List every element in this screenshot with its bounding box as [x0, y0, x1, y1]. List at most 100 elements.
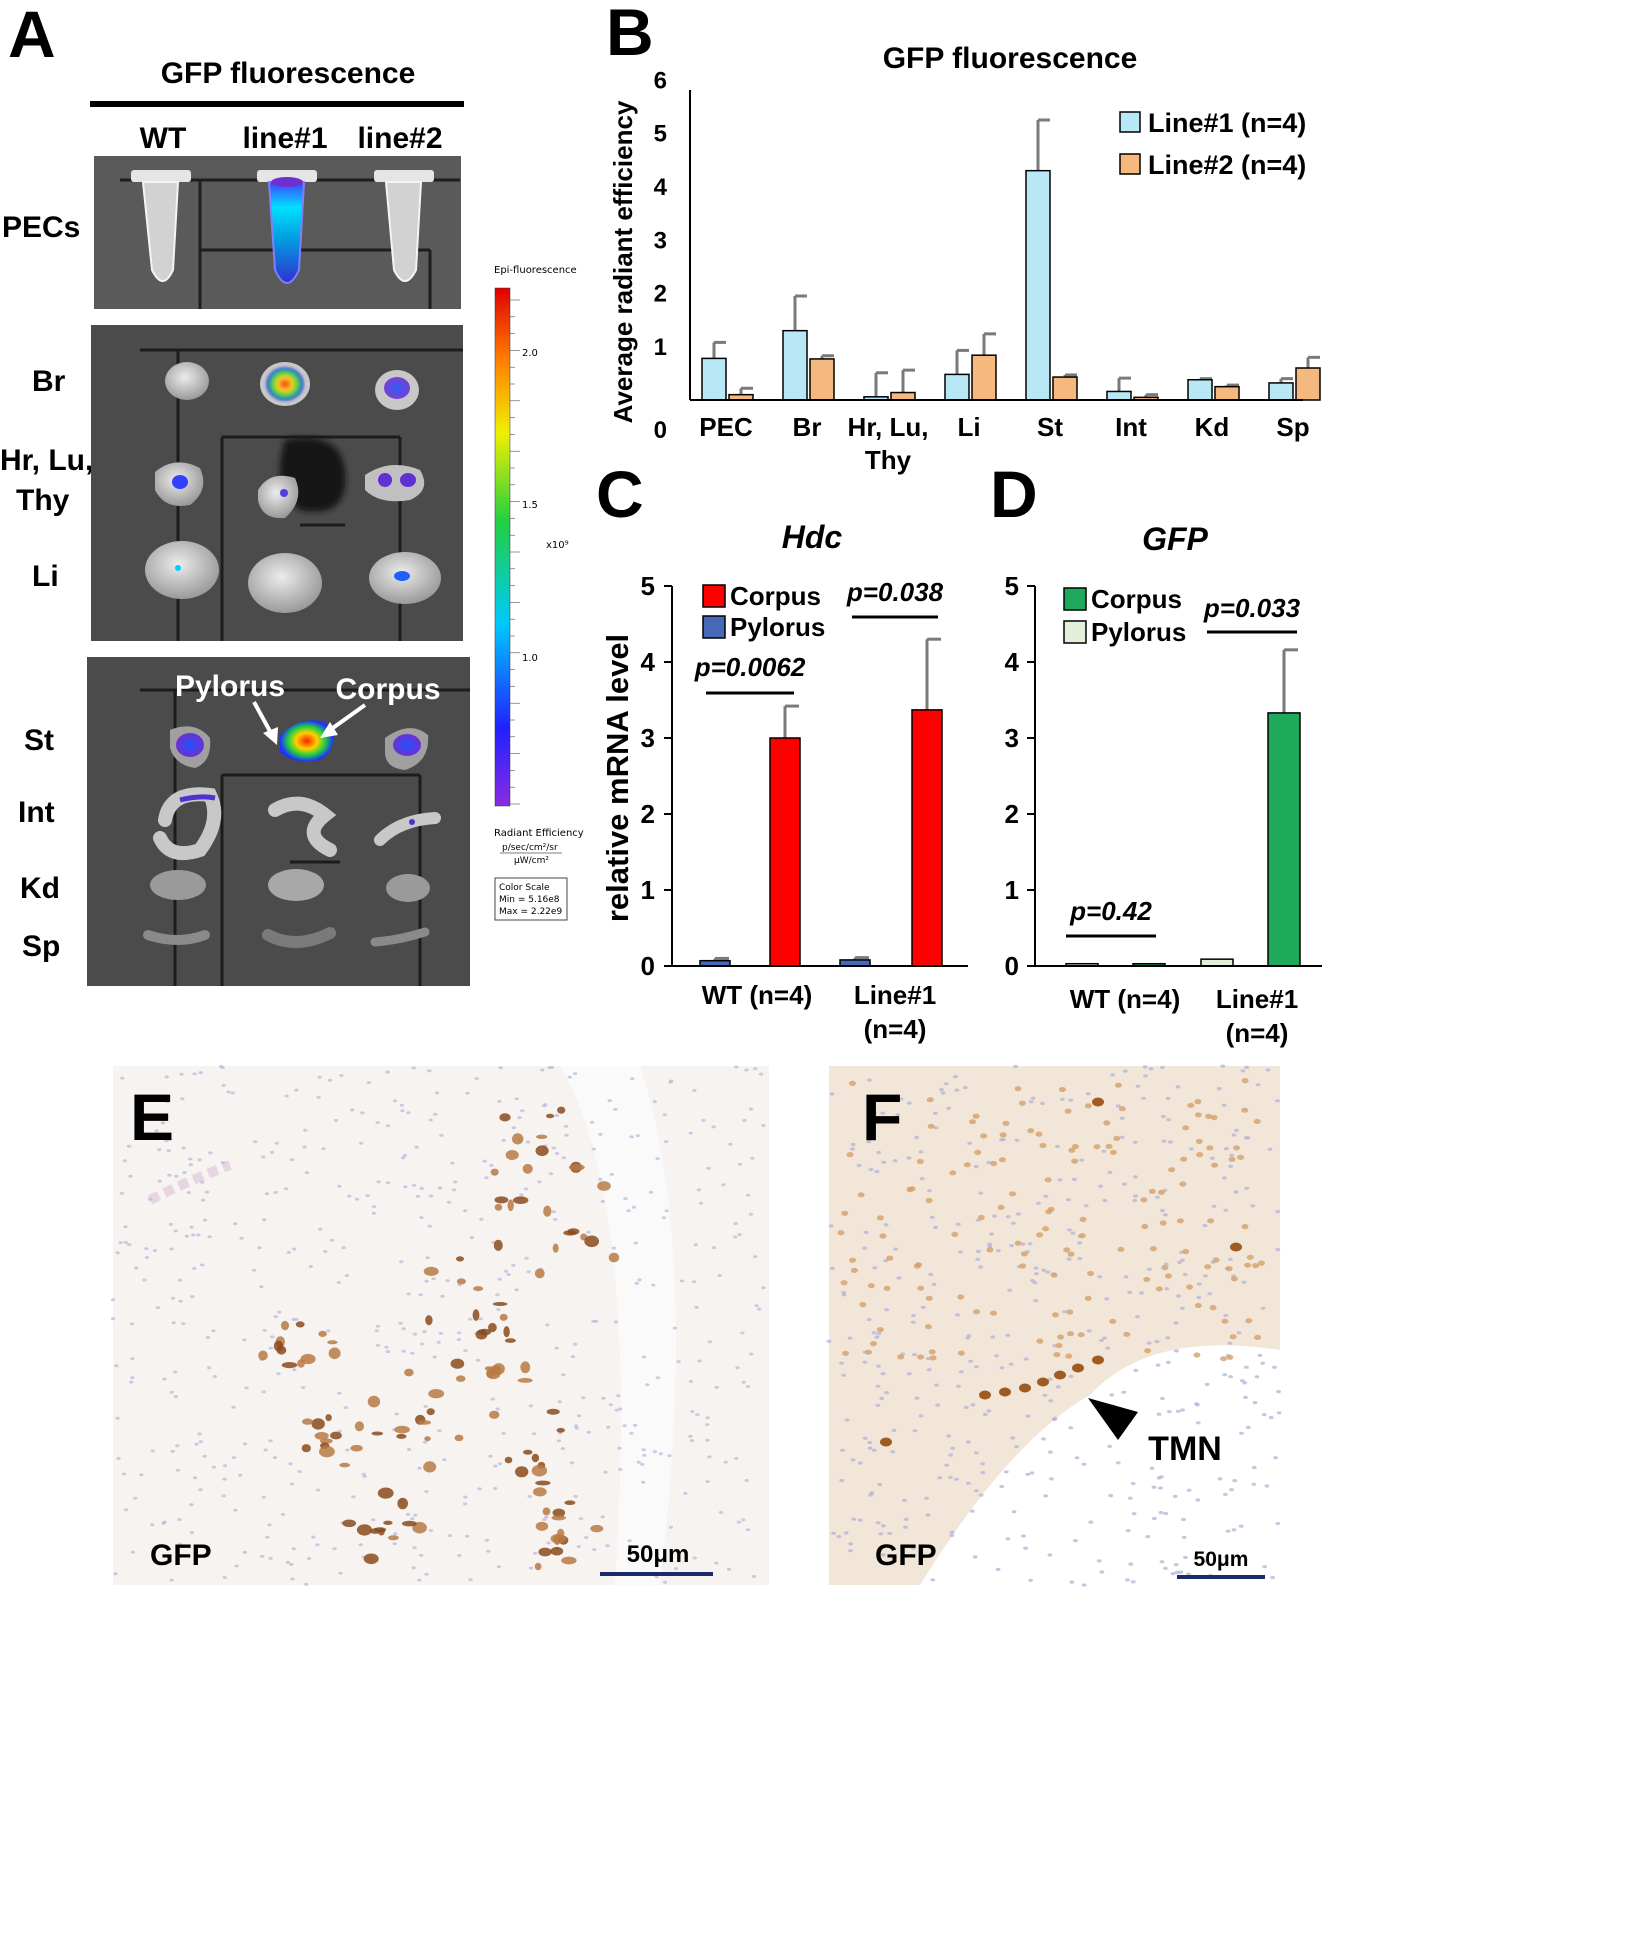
nucleus	[327, 1078, 333, 1082]
nucleus	[728, 1142, 733, 1146]
gfp-positive-cell	[1055, 1342, 1063, 1349]
gfp-positive-cell	[1204, 1264, 1212, 1270]
nucleus	[1122, 1069, 1128, 1073]
nucleus	[609, 1172, 614, 1176]
gfp-positive-cell	[1078, 1233, 1086, 1239]
nucleus	[419, 1553, 424, 1557]
nucleus	[954, 1477, 959, 1481]
gfp-positive-cell	[489, 1365, 502, 1376]
gfp-positive-cell	[1241, 1107, 1249, 1113]
nucleus	[718, 1511, 724, 1514]
nucleus	[253, 1140, 258, 1144]
nucleus	[537, 1180, 542, 1184]
gfp-positive-cell	[396, 1433, 407, 1439]
nucleus	[886, 1562, 892, 1566]
nucleus	[603, 1470, 608, 1474]
nucleus	[987, 1242, 992, 1246]
nucleus	[735, 1366, 740, 1370]
nucleus	[648, 1190, 654, 1194]
nucleus	[980, 1462, 985, 1466]
gfp-positive-cell	[1144, 1348, 1152, 1354]
nucleus	[231, 1405, 236, 1409]
nucleus	[220, 1066, 225, 1069]
gfp-positive-cell	[1109, 1149, 1117, 1155]
gfp-positive-cell	[879, 1233, 887, 1239]
colorbar-tick-1-5: 1.5	[522, 500, 538, 511]
histology-e-scalebar-label: 50μm	[627, 1541, 690, 1568]
nucleus	[412, 1513, 418, 1517]
gfp-positive-cell	[1084, 1295, 1092, 1301]
nucleus	[1128, 1562, 1134, 1566]
gfp-positive-cell	[330, 1431, 342, 1440]
nucleus	[906, 1156, 912, 1160]
nucleus	[1186, 1572, 1191, 1576]
nucleus	[1013, 1064, 1018, 1069]
nucleus	[564, 1133, 569, 1137]
nucleus	[980, 1471, 986, 1475]
nucleus	[1238, 1524, 1244, 1528]
nucleus	[493, 1464, 498, 1468]
histology-f-annotation: TMN	[1148, 1430, 1222, 1468]
nucleus	[737, 1233, 742, 1237]
nucleus	[474, 1077, 479, 1080]
nucleus	[1041, 1268, 1047, 1272]
gfp-positive-cell	[1118, 1106, 1126, 1112]
nucleus	[551, 1146, 556, 1150]
tube-line1	[257, 170, 317, 284]
nucleus	[284, 1094, 289, 1098]
nucleus	[317, 1075, 322, 1079]
gfp-positive-cell	[1241, 1224, 1249, 1230]
nucleus	[1060, 1097, 1065, 1101]
nucleus	[1042, 1393, 1048, 1397]
y-tick-label: 5	[1005, 571, 1019, 601]
legend-label: Pylorus	[730, 612, 825, 642]
nucleus	[761, 1124, 766, 1127]
gfp-positive-cell	[490, 1168, 499, 1176]
nucleus	[711, 1125, 716, 1129]
category-label: St	[1037, 412, 1063, 442]
nucleus	[1123, 1275, 1129, 1279]
gfp-positive-cell	[505, 1150, 519, 1160]
nucleus	[511, 1126, 516, 1130]
colorbar-tick-1-0: 1.0	[522, 653, 538, 664]
nucleus	[344, 1274, 350, 1278]
category-label: Int	[1115, 412, 1147, 442]
gfp-positive-cell	[1195, 1138, 1203, 1144]
nucleus	[477, 1487, 482, 1491]
gfp-positive-cell	[454, 1434, 464, 1442]
nucleus	[1055, 1385, 1061, 1389]
nucleus	[1121, 1390, 1127, 1394]
nucleus	[1220, 1064, 1226, 1068]
nucleus	[848, 1542, 854, 1546]
nucleus	[304, 1582, 309, 1586]
nucleus	[1119, 1116, 1125, 1120]
nucleus	[839, 1478, 845, 1483]
bar-b-0-0	[701, 357, 727, 401]
gfp-positive-cell	[378, 1528, 385, 1536]
nucleus	[1130, 1580, 1136, 1584]
nucleus	[289, 1482, 295, 1486]
gfp-positive-cell	[1071, 1144, 1079, 1150]
gfp-positive-cell	[926, 1097, 934, 1103]
nucleus	[734, 1065, 739, 1069]
legend-swatch	[1063, 620, 1087, 644]
gfp-positive-cell	[295, 1321, 305, 1328]
nucleus	[903, 1525, 908, 1529]
nucleus	[673, 1567, 679, 1571]
nucleus	[1000, 1138, 1006, 1142]
nucleus	[542, 1518, 547, 1522]
nucleus	[848, 1549, 853, 1553]
colorbar-title: Epi-fluorescence	[494, 265, 577, 276]
nucleus	[1077, 1257, 1083, 1261]
nucleus	[1233, 1190, 1239, 1194]
nucleus	[844, 1418, 850, 1422]
nucleus	[1182, 1272, 1188, 1277]
nucleus	[741, 1518, 746, 1522]
nucleus	[375, 1324, 380, 1328]
nucleus	[419, 1187, 424, 1190]
nucleus	[152, 1249, 158, 1253]
nucleus	[857, 1461, 863, 1465]
gfp-positive-cell	[273, 1340, 284, 1352]
nucleus	[403, 1185, 408, 1189]
nucleus	[707, 1455, 712, 1459]
